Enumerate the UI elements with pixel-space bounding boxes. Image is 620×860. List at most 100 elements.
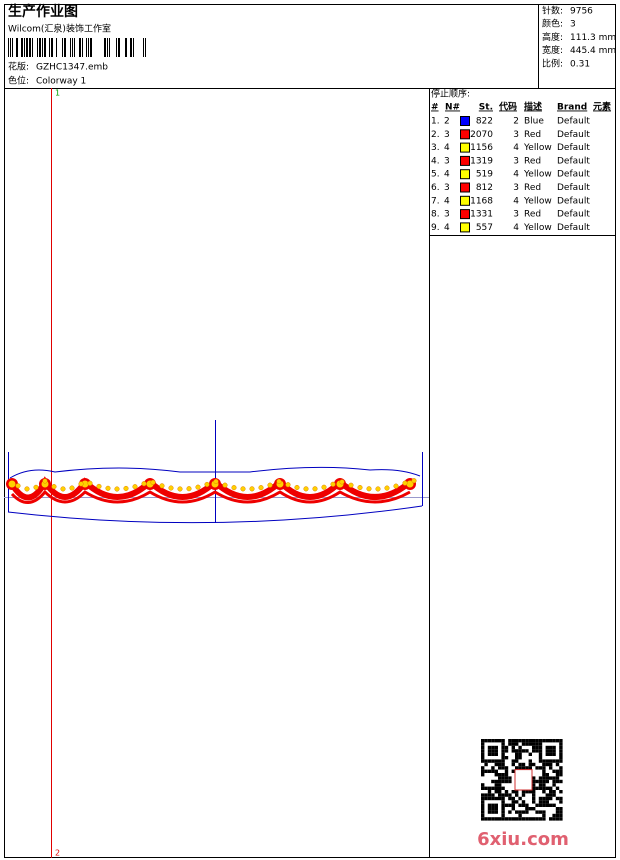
yellow-bead (60, 486, 66, 492)
barcode (8, 38, 146, 57)
qr-cell (481, 813, 485, 818)
qr-cell (487, 796, 492, 801)
color-swatch (460, 129, 470, 140)
color-swatch (460, 209, 470, 220)
qr-cell (484, 739, 488, 743)
qr-cell (511, 759, 515, 763)
qr-cell (555, 769, 560, 773)
qr-cell (552, 817, 556, 821)
qr-cell (498, 793, 502, 797)
qr-cell (542, 769, 546, 773)
qr-cell (545, 759, 549, 763)
row-number: 2. (431, 130, 440, 140)
qr-cell (498, 783, 502, 787)
qr-cell (538, 745, 543, 750)
qr-cell (552, 769, 556, 773)
qr-cell (528, 817, 532, 821)
qr-cell (545, 752, 549, 756)
needle: 3 (444, 210, 450, 220)
bar (82, 38, 83, 57)
qr-cell (518, 749, 522, 753)
code: 4 (513, 223, 519, 233)
qr-cell (511, 796, 515, 801)
qr-cell (508, 776, 512, 780)
bar (16, 38, 18, 57)
qr-cell (481, 749, 485, 753)
needle: 4 (444, 223, 450, 233)
description: Yellow (523, 196, 552, 206)
qr-cell (549, 752, 553, 756)
yellow-bead (348, 482, 354, 488)
bar (74, 38, 75, 57)
yellow-bead (186, 486, 192, 492)
qr-cell (545, 800, 549, 804)
yellow-bead (105, 485, 111, 491)
qr-cell (491, 769, 495, 773)
qr-cell (549, 745, 553, 750)
qr-cell (481, 766, 485, 770)
row-number: 5. (431, 170, 440, 180)
qr-cell (504, 756, 509, 760)
color-swatch (460, 142, 470, 153)
qr-cell (494, 790, 498, 794)
qr-cell (538, 783, 543, 787)
qr-cell (481, 793, 485, 797)
yellow-bead (114, 486, 120, 492)
qr-cell (559, 752, 563, 756)
yellow-bead (411, 478, 417, 484)
qr-cell (555, 813, 560, 818)
qr-cell (491, 807, 495, 811)
bar (44, 38, 46, 57)
yellow-bead (24, 486, 30, 492)
flower-center (81, 480, 89, 488)
qr-cell (501, 810, 505, 814)
qr-cell (535, 745, 539, 750)
qr-cell (481, 810, 485, 814)
yellow-bead (69, 485, 75, 491)
qr-cell (542, 790, 546, 794)
yellow-bead (339, 479, 345, 485)
column-header: N# (445, 103, 460, 113)
qr-cell (532, 776, 536, 780)
file-value: GZHC1347.emb (36, 63, 108, 73)
qr-cell (525, 742, 529, 746)
qr-cell (501, 739, 505, 743)
qr-cell (559, 739, 563, 743)
qr-cell (501, 786, 505, 790)
qr-cell (511, 762, 515, 767)
qr-cell (487, 793, 492, 797)
qr-cell (508, 793, 512, 797)
qr-cell (552, 790, 556, 794)
brand: Default (557, 223, 590, 233)
yellow-bead (231, 485, 237, 491)
qr-cell (518, 796, 522, 801)
qr-cell (528, 807, 532, 811)
qr-cell (515, 766, 519, 770)
qr-cell (559, 766, 563, 770)
qr-cell (491, 749, 495, 753)
qr-cell (532, 796, 536, 801)
qr-cell (498, 779, 502, 784)
qr-cell (501, 793, 505, 797)
code: 3 (513, 130, 519, 140)
stat-label: 针数: (542, 5, 563, 17)
qr-cell (511, 800, 515, 804)
qr-cell (538, 756, 543, 760)
color-swatch (460, 155, 470, 166)
brand: Default (557, 143, 590, 153)
qr-cell (501, 773, 505, 777)
bar (37, 38, 38, 57)
code: 2 (513, 117, 519, 127)
stat-value: 445.4 mm (570, 46, 616, 56)
qr-cell (518, 745, 522, 750)
yellow-bead (312, 486, 318, 492)
qr-cell (501, 813, 505, 818)
description: Blue (524, 117, 544, 127)
stat-label: 比例: (542, 57, 563, 69)
qr-cell (484, 769, 488, 773)
description: Yellow (523, 170, 552, 180)
yellow-bead (276, 478, 282, 485)
bar (32, 38, 33, 57)
qr-cell (552, 745, 556, 750)
qr-cell (481, 769, 485, 773)
